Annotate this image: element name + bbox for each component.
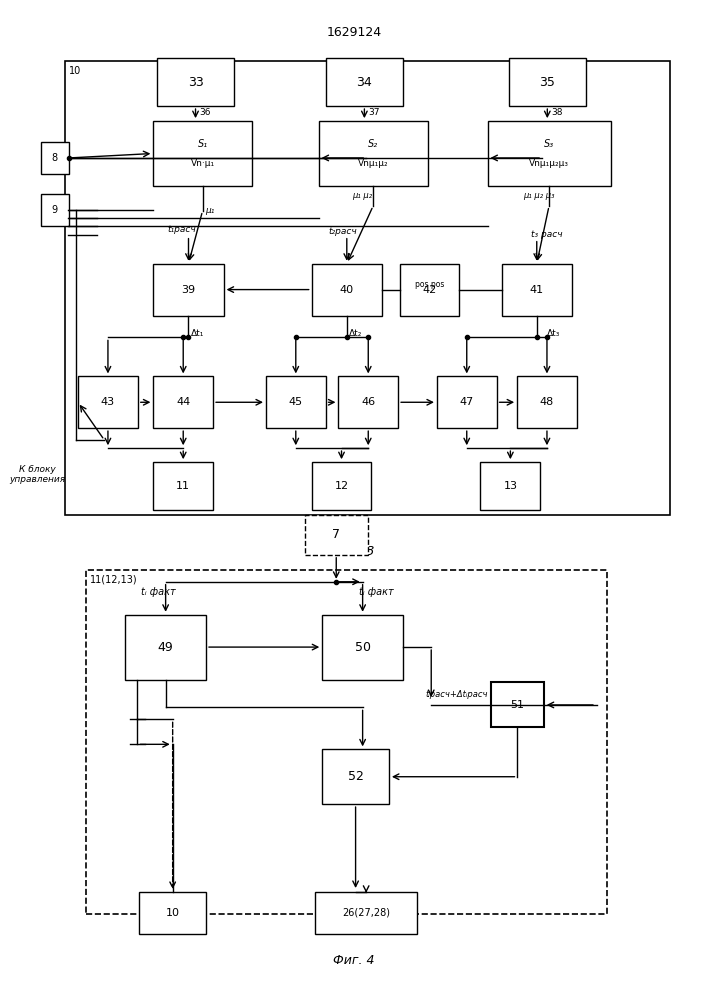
Text: S₃: S₃ [544, 139, 554, 149]
Text: 26(27,28): 26(27,28) [342, 908, 390, 918]
Text: tᵢ факт: tᵢ факт [141, 587, 176, 597]
Text: 38: 38 [551, 108, 562, 117]
FancyBboxPatch shape [501, 264, 572, 316]
Text: Фиг. 4: Фиг. 4 [333, 954, 375, 967]
FancyBboxPatch shape [266, 376, 326, 428]
FancyBboxPatch shape [319, 121, 428, 186]
Text: 52: 52 [348, 770, 363, 783]
FancyBboxPatch shape [312, 264, 382, 316]
Text: 49: 49 [158, 641, 173, 654]
FancyBboxPatch shape [315, 892, 417, 934]
FancyBboxPatch shape [437, 376, 496, 428]
Text: μ₁: μ₁ [205, 206, 214, 215]
Text: 8: 8 [52, 153, 58, 163]
Text: 37: 37 [368, 108, 380, 117]
Text: 40: 40 [340, 285, 354, 295]
Text: 50: 50 [355, 641, 370, 654]
Text: μ₁ μ₂: μ₁ μ₂ [353, 191, 373, 200]
Text: 13: 13 [503, 481, 518, 491]
Text: 34: 34 [356, 76, 373, 89]
Text: tᵢрасч+Δtᵢрасч: tᵢрасч+Δtᵢрасч [425, 690, 488, 699]
Text: 42: 42 [422, 285, 437, 295]
FancyBboxPatch shape [41, 194, 69, 226]
FancyBboxPatch shape [508, 58, 586, 106]
Text: 36: 36 [199, 108, 211, 117]
Text: Фиг. 3: Фиг. 3 [333, 545, 375, 558]
Text: Δt₁: Δt₁ [191, 329, 204, 338]
Text: 39: 39 [182, 285, 196, 295]
Text: 44: 44 [176, 397, 190, 407]
Text: 1629124: 1629124 [326, 26, 381, 39]
Text: 11(12,13): 11(12,13) [90, 575, 138, 585]
Text: t₁расч: t₁расч [167, 225, 196, 234]
FancyBboxPatch shape [125, 615, 206, 680]
FancyBboxPatch shape [322, 615, 403, 680]
Text: Vnμ₁μ₂μ₃: Vnμ₁μ₂μ₃ [529, 159, 569, 168]
FancyBboxPatch shape [153, 376, 213, 428]
FancyBboxPatch shape [488, 121, 611, 186]
Text: 46: 46 [361, 397, 375, 407]
Text: Δt₂: Δt₂ [349, 329, 362, 338]
Text: 11: 11 [176, 481, 190, 491]
Text: 7: 7 [332, 528, 340, 541]
Text: 47: 47 [460, 397, 474, 407]
Text: 10: 10 [69, 66, 81, 76]
FancyBboxPatch shape [153, 264, 223, 316]
Text: 12: 12 [334, 481, 349, 491]
FancyBboxPatch shape [139, 892, 206, 934]
Text: 35: 35 [539, 76, 555, 89]
FancyBboxPatch shape [41, 142, 69, 174]
Text: pos pos: pos pos [415, 280, 444, 289]
Text: Vn·μ₁: Vn·μ₁ [190, 159, 215, 168]
FancyBboxPatch shape [153, 462, 213, 510]
Text: 10: 10 [165, 908, 180, 918]
FancyBboxPatch shape [517, 376, 577, 428]
Text: t₂расч: t₂расч [329, 227, 358, 236]
Text: 51: 51 [510, 700, 525, 710]
FancyBboxPatch shape [399, 264, 460, 316]
Text: t₃ расч: t₃ расч [532, 230, 563, 239]
Text: 48: 48 [540, 397, 554, 407]
Text: 9: 9 [52, 205, 58, 215]
Text: tᵢ факт: tᵢ факт [359, 587, 394, 597]
FancyBboxPatch shape [78, 376, 138, 428]
Text: К блоку
управления: К блоку управления [9, 465, 65, 484]
FancyBboxPatch shape [312, 462, 371, 510]
Text: Δt₃: Δt₃ [547, 329, 561, 338]
Text: Vnμ₁μ₂: Vnμ₁μ₂ [358, 159, 388, 168]
FancyBboxPatch shape [322, 749, 389, 804]
Text: 33: 33 [187, 76, 204, 89]
Text: S₂: S₂ [368, 139, 378, 149]
FancyBboxPatch shape [481, 462, 540, 510]
Text: S₁: S₁ [197, 139, 208, 149]
Text: 45: 45 [288, 397, 303, 407]
Text: 43: 43 [101, 397, 115, 407]
FancyBboxPatch shape [326, 58, 403, 106]
FancyBboxPatch shape [491, 682, 544, 727]
Text: 41: 41 [530, 285, 544, 295]
FancyBboxPatch shape [339, 376, 398, 428]
FancyBboxPatch shape [157, 58, 234, 106]
Text: μ₁ μ₂ μ₃: μ₁ μ₂ μ₃ [522, 191, 554, 200]
FancyBboxPatch shape [305, 515, 368, 555]
FancyBboxPatch shape [153, 121, 252, 186]
